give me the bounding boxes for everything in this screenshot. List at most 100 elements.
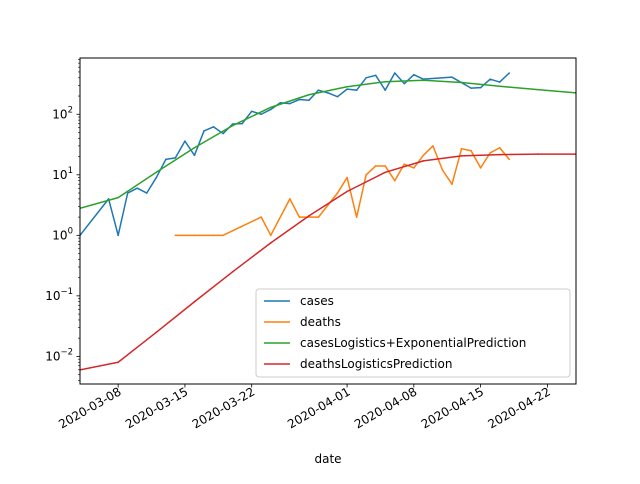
series-2-point [269, 106, 272, 109]
series-0-point [298, 98, 301, 101]
series-0-point [393, 72, 396, 74]
series-2-point [498, 85, 501, 88]
series-2-point [117, 196, 119, 199]
series-0-point [174, 157, 177, 159]
y-tick-label: 10−1 [45, 287, 73, 303]
y-tick-label: 102 [52, 105, 73, 121]
series-0-point [413, 73, 415, 76]
series-1-point [508, 158, 511, 161]
axes-spines [79, 57, 577, 385]
series-0-point [107, 198, 110, 200]
series-0-point [136, 187, 139, 190]
series-3-point [537, 153, 539, 155]
series-2-point [422, 79, 425, 82]
series-line-3 [80, 153, 576, 371]
series-0-point [470, 87, 472, 89]
series-2-point [308, 93, 310, 96]
series-1-point [432, 145, 434, 147]
series-1-point [413, 167, 415, 169]
series-0-point [260, 113, 263, 116]
series-1-point [222, 234, 224, 237]
series-0-point [203, 130, 205, 132]
legend-label-0: cases [300, 294, 334, 308]
series-0-point [308, 99, 310, 102]
x-tick-label: 2020-04-22 [485, 384, 552, 431]
legend-label-1: deaths [300, 315, 341, 329]
series-0-point [145, 192, 148, 194]
series-3-point [346, 190, 348, 193]
series-2-point [460, 81, 463, 84]
series-1-point [355, 216, 358, 218]
series-0-point [155, 176, 158, 179]
series-1-point [289, 198, 291, 200]
x-tick-label: 2020-03-15 [123, 384, 190, 431]
x-axis-label: date [314, 452, 341, 466]
series-0-point [279, 101, 282, 104]
series-line-1 [175, 145, 510, 237]
series-1-point [441, 169, 444, 171]
series-1-point [470, 149, 472, 152]
series-0-point [250, 110, 253, 113]
series-1-point [374, 165, 377, 167]
series-0-point [222, 132, 224, 135]
series-2-point [537, 88, 539, 91]
y-tick-label: 100 [52, 226, 73, 242]
series-0-point [498, 81, 501, 83]
series-0-point [336, 95, 339, 98]
series-1-point [260, 216, 263, 218]
series-3-point [155, 331, 158, 334]
legend-box [255, 288, 571, 378]
series-1-point [393, 179, 396, 182]
series-1-point [365, 174, 367, 176]
series-2-point [346, 85, 348, 88]
series-1-point [174, 234, 177, 237]
series-2-point [155, 171, 158, 174]
series-2-point [384, 80, 387, 83]
series-1-point [489, 152, 491, 154]
series-2-point [231, 124, 234, 127]
series-1-point [451, 183, 453, 185]
y-tick-label: 101 [52, 166, 73, 182]
series-0-point [508, 72, 511, 74]
series-0-point [479, 86, 482, 89]
series-3-point [193, 300, 196, 303]
x-tick-label: 2020-03-08 [56, 384, 123, 431]
series-0-point [346, 88, 348, 90]
series-0-point [317, 89, 320, 91]
series-layer [80, 72, 576, 371]
series-0-point [327, 92, 329, 94]
series-0-point [165, 158, 167, 161]
series-1-point [346, 176, 348, 179]
series-1-point [384, 165, 387, 167]
x-tick-label: 2020-03-22 [190, 384, 257, 431]
x-tick-label: 2020-04-15 [419, 384, 486, 431]
series-0-point [241, 122, 243, 125]
series-0-point [384, 89, 387, 91]
series-0-point [451, 76, 453, 78]
series-0-point [126, 192, 129, 194]
series-0-point [403, 82, 406, 85]
legend-label-3: deathsLogisticsPrediction [300, 357, 452, 371]
series-3-point [231, 270, 234, 273]
series-1-point [212, 234, 215, 237]
series-0-point [184, 140, 186, 142]
series-1-point [498, 146, 501, 149]
series-3-point [460, 155, 463, 157]
y-axis: 10−2 10−1 100 101 102 [45, 59, 80, 381]
series-3-point [308, 215, 310, 217]
series-3-point [384, 171, 387, 174]
series-3-point [422, 160, 425, 162]
y-tick-label: 10−2 [45, 347, 73, 363]
series-line-2 [80, 79, 576, 209]
series-0-point [355, 89, 358, 91]
series-0-point [212, 126, 215, 128]
legend-label-2: casesLogistics+ExponentialPrediction [300, 336, 526, 350]
series-1-point [193, 234, 196, 237]
series-0-point [365, 77, 367, 79]
legend: cases deaths casesLogistics+ExponentialPre… [255, 288, 571, 378]
series-0-point [231, 123, 234, 125]
x-tick-label: 2020-04-01 [285, 384, 352, 431]
series-3-point [117, 361, 119, 364]
